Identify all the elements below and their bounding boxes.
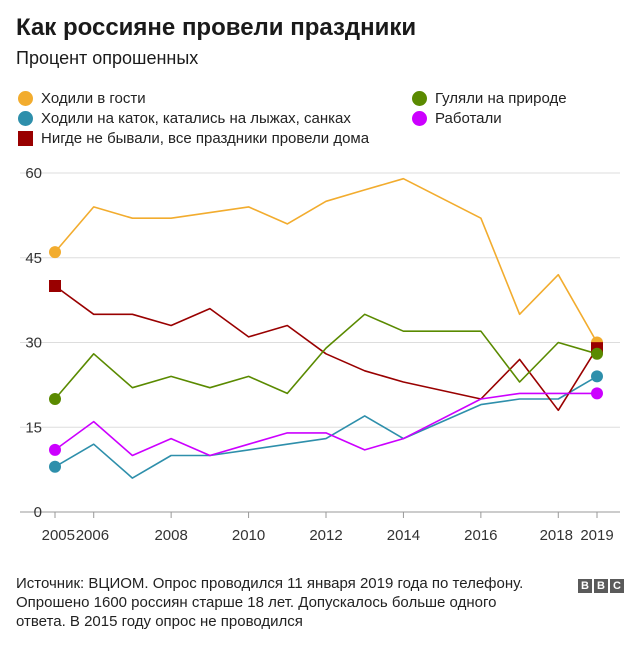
bbc-logo-letter: B [594, 579, 608, 593]
x-tick-label: 2018 [540, 527, 573, 544]
legend-item-visited-guests: Ходили в гости [18, 88, 146, 108]
y-tick-label: 30 [25, 335, 42, 352]
legend-marker-circle-icon [412, 110, 427, 126]
legend-marker-square-icon [18, 130, 33, 146]
source-note: Источник: ВЦИОМ. Опрос проводился 11 янв… [16, 574, 556, 631]
legend-marker-circle-icon [18, 90, 33, 106]
y-tick-label: 15 [25, 419, 42, 436]
chart-title: Как россияне провели праздники [16, 14, 417, 41]
bbc-logo-letter: B [578, 579, 592, 593]
legend-item-worked: Работали [412, 108, 502, 128]
data-point [591, 387, 603, 400]
data-point [591, 347, 603, 360]
series-line [54, 375, 598, 479]
source-note-line: Источник: ВЦИОМ. Опрос проводился 11 янв… [16, 575, 524, 592]
y-tick-label: 0 [34, 504, 42, 521]
legend-label: Гуляли на природе [435, 89, 567, 107]
series-line [54, 313, 598, 400]
legend-label: Ходили в гости [41, 89, 146, 107]
series-line [54, 392, 597, 457]
source-note-line: Опрошено 1600 россиян старше 18 лет. Доп… [16, 594, 497, 611]
data-point [49, 443, 61, 456]
x-tick-label: 2010 [232, 527, 265, 544]
legend-label: Нигде не бывали, все праздники провели д… [41, 129, 370, 147]
source-note-line: ответа. В 2015 году опрос не проводился [16, 613, 303, 630]
legend-item-nature-walks: Гуляли на природе [412, 88, 567, 108]
x-tick-label: 2016 [464, 527, 497, 544]
x-tick-label: 2014 [387, 527, 420, 544]
x-tick-label: 2006 [76, 527, 109, 544]
legend-marker-circle-icon [412, 90, 427, 106]
x-tick-label: 2005 [42, 527, 75, 544]
x-tick-label: 2019 [580, 527, 613, 544]
data-point-square [49, 280, 61, 292]
bbc-logo: B B C [578, 579, 624, 593]
data-point [49, 393, 61, 405]
series-line [54, 285, 598, 412]
y-tick-label: 45 [25, 250, 42, 267]
chart-subtitle: Процент опрошенных [16, 48, 199, 68]
legend-label: Работали [435, 109, 502, 127]
legend-item-stayed-home: Нигде не бывали, все праздники провели д… [18, 128, 369, 148]
line-chart: 0 15 30 45 60 2005 2006 2008 2010 2012 2014 2016 201… [20, 165, 620, 544]
x-tick-label: 2012 [309, 527, 342, 544]
data-point [49, 246, 61, 259]
legend-label: Ходили на каток, катались на лыжах, санк… [41, 109, 351, 127]
data-point [591, 370, 603, 383]
series-line [54, 177, 598, 343]
bbc-logo-letter: C [610, 579, 624, 593]
legend-item-skating-skiing: Ходили на каток, катались на лыжах, санк… [18, 108, 351, 128]
legend-marker-circle-icon [18, 110, 33, 126]
y-tick-label: 60 [25, 165, 42, 182]
x-tick-label: 2008 [154, 527, 187, 544]
data-point [49, 460, 61, 473]
